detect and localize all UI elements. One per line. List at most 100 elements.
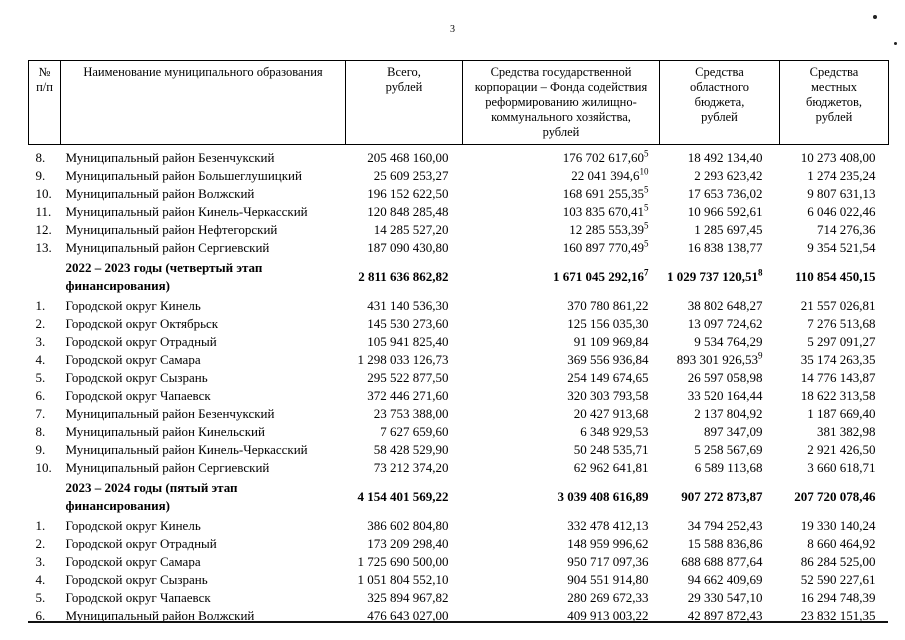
value-fund: 103 835 670,415 xyxy=(562,203,649,219)
value-total: 14 285 527,20 xyxy=(373,222,449,237)
value-regional: 1 029 737 120,518 xyxy=(667,267,763,284)
header-total: Всего, рублей xyxy=(345,60,463,145)
value-total: 1 725 690 500,00 xyxy=(357,554,449,569)
row-number: 6. xyxy=(35,388,46,403)
row-number: 1. xyxy=(35,298,46,313)
value-local: 207 720 078,46 xyxy=(794,489,876,504)
value-regional: 2 293 623,42 xyxy=(694,168,763,183)
municipality-name: Муниципальный район Безенчукский xyxy=(65,150,275,165)
value-local: 714 276,36 xyxy=(817,222,876,237)
table-header: № п/п Наименование муниципального образо… xyxy=(28,60,889,145)
page-number: 3 xyxy=(450,24,455,35)
value-regional: 1 285 697,45 xyxy=(694,222,763,237)
table-row: 7. Муниципальный район Безенчукский 23 753… xyxy=(29,405,889,423)
value-fund: 62 962 641,81 xyxy=(573,460,649,475)
value-regional: 2 137 804,92 xyxy=(694,406,763,421)
municipality-name: 2022 – 2023 годы (четвертый этап финанси… xyxy=(65,260,263,293)
value-total: 205 468 160,00 xyxy=(367,150,449,165)
row-number: 3. xyxy=(35,334,46,349)
footnote-ref: 5 xyxy=(644,203,649,213)
footnote-ref: 10 xyxy=(639,167,649,177)
value-regional: 897 347,09 xyxy=(704,424,763,439)
value-total: 25 609 253,27 xyxy=(373,168,449,183)
row-number: 13. xyxy=(35,240,52,255)
table-row: 5. Городской округ Сызрань 295 522 877,50 2… xyxy=(29,369,889,387)
row-number: 11. xyxy=(35,204,52,219)
value-total: 476 643 027,00 xyxy=(367,608,449,623)
value-total: 4 154 401 569,22 xyxy=(357,489,449,504)
value-fund: 22 041 394,610 xyxy=(571,167,649,183)
table-row: 12. Муниципальный район Нефтегорский 14 28… xyxy=(29,221,889,239)
value-regional: 29 330 547,10 xyxy=(687,590,763,605)
row-number: 12. xyxy=(35,222,52,237)
value-local: 21 557 026,81 xyxy=(800,298,876,313)
value-local: 2 921 426,50 xyxy=(807,442,876,457)
table-row: 9. Муниципальный район Большеглушицкий 25 … xyxy=(29,167,889,185)
row-number: 6. xyxy=(35,608,46,623)
municipality-name: Городской округ Чапаевск xyxy=(65,590,211,605)
header-regional-budget: Средства областного бюджета, рублей xyxy=(659,60,780,145)
value-fund: 332 478 412,13 xyxy=(567,518,649,533)
value-regional: 17 653 736,02 xyxy=(687,186,763,201)
municipality-name: Муниципальный район Сергиевский xyxy=(65,460,270,475)
footnote-ref: 5 xyxy=(644,148,649,159)
table-body: 8. Муниципальный район Безенчукский 205 46… xyxy=(29,145,889,626)
value-total: 187 090 430,80 xyxy=(367,240,449,255)
value-total: 431 140 536,30 xyxy=(367,298,449,313)
row-number xyxy=(29,257,61,297)
header-row: № п/п Наименование муниципального образо… xyxy=(28,60,889,145)
value-local: 16 294 748,39 xyxy=(800,590,876,605)
value-regional: 15 588 836,86 xyxy=(687,536,763,551)
row-number: 5. xyxy=(35,370,46,385)
value-fund: 370 780 861,22 xyxy=(567,298,649,313)
section-total-row: 2023 – 2024 годы (пятый этап финансирова… xyxy=(29,477,889,517)
row-number: 9. xyxy=(35,442,46,457)
value-regional: 18 492 134,40 xyxy=(687,150,763,165)
value-total: 120 848 285,48 xyxy=(367,204,449,219)
row-number: 10. xyxy=(35,186,52,201)
value-local: 14 776 143,87 xyxy=(800,370,876,385)
municipality-name: 2023 – 2024 годы (пятый этап финансирова… xyxy=(65,480,238,513)
value-fund: 176 702 617,605 xyxy=(562,148,649,165)
table-row: 10. Муниципальный район Волжский 196 152 6… xyxy=(29,185,889,203)
row-number xyxy=(29,477,61,517)
footnote-ref: 9 xyxy=(758,351,763,361)
value-fund: 369 556 936,84 xyxy=(567,352,649,367)
table-row: 3. Городской округ Самара 1 725 690 500,00… xyxy=(29,553,889,571)
table-row: 4. Городской округ Самара 1 298 033 126,73… xyxy=(29,351,889,369)
value-total: 145 530 273,60 xyxy=(367,316,449,331)
municipality-name: Городской округ Октябрьск xyxy=(65,316,219,331)
municipality-name: Городской округ Самара xyxy=(65,352,201,367)
value-fund: 320 303 793,58 xyxy=(567,388,649,403)
municipality-name: Городской округ Отрадный xyxy=(65,536,217,551)
value-local: 9 354 521,54 xyxy=(807,240,876,255)
value-regional: 38 802 648,27 xyxy=(687,298,763,313)
table-row: 13. Муниципальный район Сергиевский 187 09… xyxy=(29,239,889,257)
value-fund: 1 671 045 292,167 xyxy=(553,267,649,284)
value-regional: 10 966 592,61 xyxy=(687,204,763,219)
value-total: 2 811 636 862,82 xyxy=(358,269,449,284)
table-row: 5. Городской округ Чапаевск 325 894 967,82… xyxy=(29,589,889,607)
value-local: 18 622 313,58 xyxy=(800,388,876,403)
value-regional: 907 272 873,87 xyxy=(681,489,763,504)
value-fund: 125 156 035,30 xyxy=(567,316,649,331)
municipality-name: Муниципальный район Кинель-Черкасский xyxy=(65,204,308,219)
value-local: 5 297 091,27 xyxy=(807,334,876,349)
page-bottom-rule xyxy=(28,621,888,623)
value-total: 372 446 271,60 xyxy=(367,388,449,403)
row-number: 4. xyxy=(35,352,46,367)
value-regional: 34 794 252,43 xyxy=(687,518,763,533)
value-regional: 42 897 872,43 xyxy=(687,608,763,623)
value-local: 6 046 022,46 xyxy=(807,204,876,219)
value-regional: 5 258 567,69 xyxy=(694,442,763,457)
municipality-name: Муниципальный район Волжский xyxy=(65,186,255,201)
value-local: 381 382,98 xyxy=(817,424,876,439)
scan-artifact-dot xyxy=(894,42,897,45)
value-fund: 168 691 255,355 xyxy=(562,185,649,201)
header-fund: Средства государственной корпорации – Фо… xyxy=(462,60,660,145)
value-local: 52 590 227,61 xyxy=(800,572,876,587)
row-number: 2. xyxy=(35,316,46,331)
row-number: 7. xyxy=(35,406,46,421)
value-local: 35 174 263,35 xyxy=(800,352,876,367)
value-fund: 3 039 408 616,89 xyxy=(557,489,649,504)
